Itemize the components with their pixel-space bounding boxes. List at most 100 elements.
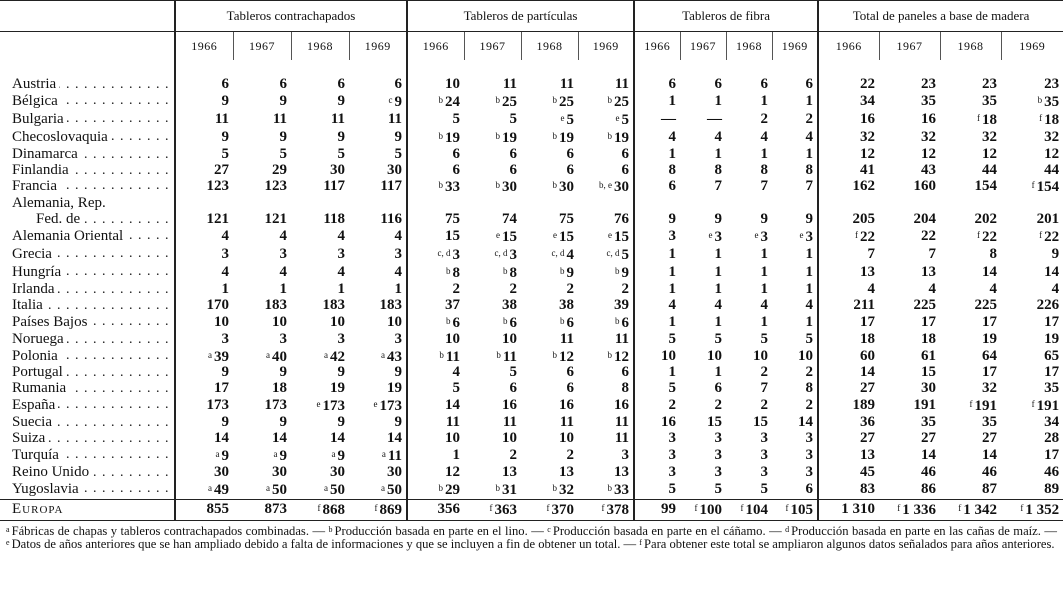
value-cell: 5 [174,146,233,163]
value: 868 [322,501,346,518]
value-cell: 2 [621,281,630,297]
value: 173 [322,398,346,415]
data-row: Checoslovaquia9999b19b19b19b194444323232… [0,128,1063,147]
value-cell: 4 [817,281,880,298]
value-cell: 6 [406,162,464,179]
group-header: Tableros de partículas [405,0,635,32]
value-cell: 3 [279,331,288,347]
value-cell: 3 [621,446,630,463]
value-cell: 1 [760,92,769,109]
note-mark: e [560,112,565,123]
value-cell: 4 [174,263,233,282]
value-cell: 11 [502,415,517,431]
value-cell: 4 [805,297,814,313]
value-cell: 170 [174,297,233,314]
note-mark: a [208,349,212,360]
data-row: España173173e173e173141616162222189191f1… [0,397,1063,416]
footnote-text: Datos de años anteriores que se han ampl… [11,537,621,552]
value: 25 [502,93,517,110]
value-cell: 18 [921,331,937,347]
value-cell: 10 [559,431,574,447]
value: 6 [621,314,630,331]
value-cell: 855 [174,498,233,521]
value: 50 [272,481,287,498]
value: 9 [566,264,575,281]
value-cell: 11 [387,110,402,127]
note-mark: b [495,180,501,191]
value-cell: 14 [921,446,937,463]
footnote-mark: d [785,524,790,534]
value-cell: 4 [1051,281,1060,297]
note-mark: b [496,349,501,360]
value: 869 [379,501,403,518]
value: 50 [330,481,345,498]
value-cell: 226 [1036,297,1060,313]
value-cell: 17 [174,381,233,398]
value-cell: 19 [1044,331,1060,347]
value-cell: 83 [817,480,880,500]
value: 9 [394,93,403,110]
value-cell: 5 [394,146,403,162]
year-header: 1969 [1000,31,1063,60]
value-cell: f 363 [464,498,521,521]
value-cell: 4 [394,263,403,280]
value-cell: b 33 [406,178,464,197]
row-name: Grecia [12,246,55,263]
value-cell: 2 [805,365,814,381]
blank [464,196,521,212]
corner [0,32,175,61]
value: 105 [790,501,814,518]
note-mark: f [694,502,698,513]
value: 100 [699,501,723,518]
value-cell: b 11 [464,348,521,366]
value-cell: 11 [406,415,464,432]
value-cell: 44 [982,162,998,178]
value-cell: 7 [760,178,769,195]
value-cell: 15 [921,365,937,381]
row-name: Francia [12,178,60,195]
value-cell: f 868 [291,498,349,521]
note-mark: f [977,230,981,241]
note-mark: b [552,130,558,141]
value: 9 [621,264,630,281]
note-mark: b [552,180,558,191]
value-cell: 225 [913,297,937,313]
value-cell: 86 [921,480,937,497]
value-cell: 10 [707,347,723,364]
data-row: Rumania171819195668567827303235 [0,381,1063,398]
value: 3 [509,247,518,264]
note-mark: e [608,230,613,241]
value-cell: 9 [174,415,233,432]
note-mark: f [1031,180,1035,191]
value-cell: 35 [1044,381,1060,397]
value-cell: 4 [928,281,937,297]
value-cell: 6 [805,77,814,92]
note-mark: a [208,482,212,493]
value-cell: 19 [387,381,402,397]
value-cell: 32 [1044,128,1060,145]
spacer [174,60,233,77]
value-cell: 3 [714,446,723,463]
value-cell: 117 [380,178,402,195]
note-mark: f [601,502,605,513]
blank [817,196,880,213]
value-cell: 5 [633,381,681,398]
value-cell: 3 [174,331,233,348]
data-row: Reino Unido3030303012131313333345464646 [0,464,1063,481]
value-cell: 2 [509,281,518,297]
spacer [772,60,818,77]
value: 9 [279,447,288,464]
value-cell: 6 [509,146,518,162]
value-cell: b 31 [464,481,521,499]
row-name: Turquía [12,446,62,463]
value: 15 [559,229,574,246]
value-cell: 10 [502,331,517,347]
row-label: Noruega [0,331,175,348]
value-cell: 19 [330,381,345,397]
value-cell: 3 [805,446,814,463]
value-cell: 3 [805,431,814,447]
value-cell: b 25 [464,93,521,111]
value-cell: 3 [633,446,681,465]
